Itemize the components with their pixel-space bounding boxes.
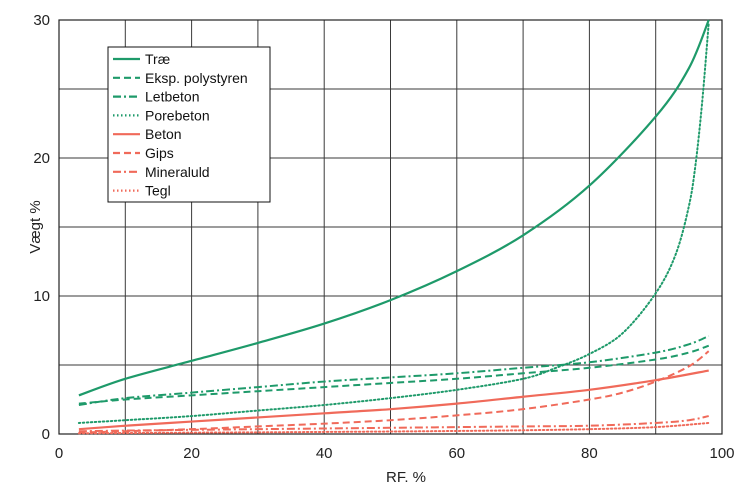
series-line-6 bbox=[78, 415, 709, 433]
x-tick-label: 60 bbox=[448, 445, 465, 462]
series-line-3 bbox=[77, 21, 710, 424]
series-line-2 bbox=[78, 335, 710, 407]
legend-label-6: Mineraluld bbox=[145, 164, 210, 180]
series-line-1 bbox=[78, 344, 710, 405]
legend-box bbox=[107, 46, 271, 203]
y-tick-label: 0 bbox=[42, 426, 50, 443]
legend-label-1: Eksp. polystyren bbox=[145, 70, 248, 86]
x-tick-label: 0 bbox=[55, 445, 63, 462]
y-tick-label: 30 bbox=[33, 12, 50, 29]
series-line-7 bbox=[77, 421, 710, 435]
axes: 0 20 40 60 80 100 0 10 20 30 bbox=[33, 12, 734, 462]
series-line-4 bbox=[78, 369, 709, 431]
x-tick-label: 100 bbox=[709, 445, 734, 462]
series-line-0 bbox=[78, 19, 710, 397]
legend-label-7: Tegl bbox=[145, 183, 171, 199]
y-tick-label: 20 bbox=[33, 150, 50, 167]
series-lines bbox=[77, 19, 710, 435]
y-axis-label: Vægt % bbox=[27, 200, 44, 253]
x-axis-label: RF. % bbox=[386, 469, 426, 486]
y-tick-label: 10 bbox=[33, 288, 50, 305]
x-tick-label: 80 bbox=[581, 445, 598, 462]
plot-frame bbox=[58, 19, 723, 435]
legend-label-3: Porebeton bbox=[145, 107, 210, 123]
legend-label-5: Gips bbox=[145, 145, 174, 161]
legend-label-0: Træ bbox=[145, 51, 170, 67]
legend: Træ Eksp. polystyren Letbeton Porebeton Beto… bbox=[107, 46, 271, 203]
x-tick-label: 40 bbox=[316, 445, 333, 462]
x-tick-label: 20 bbox=[183, 445, 200, 462]
legend-label-4: Beton bbox=[145, 126, 182, 142]
legend-label-2: Letbeton bbox=[145, 89, 200, 105]
